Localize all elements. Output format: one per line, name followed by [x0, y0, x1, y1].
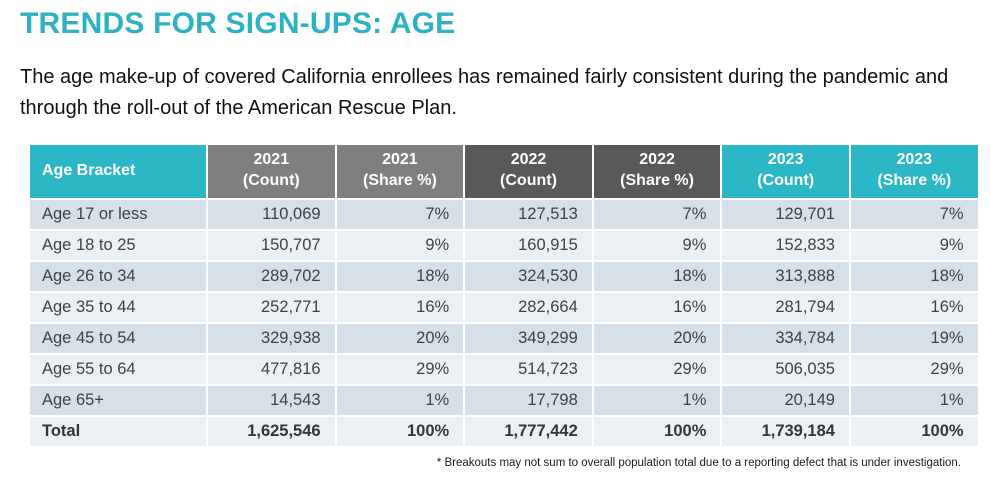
- value-cell: 100%: [334, 414, 466, 448]
- age-bracket-cell: Age 65+: [28, 383, 208, 417]
- value-cell: 1%: [848, 383, 980, 417]
- value-cell: 20%: [591, 321, 723, 355]
- value-cell: 514,723: [463, 352, 594, 386]
- column-header-2021-count: 2021 (Count): [206, 142, 337, 200]
- value-cell: 18%: [848, 259, 980, 293]
- table-row: Age 18 to 25 150,707 9% 160,915 9% 152,833 9%: [28, 228, 980, 262]
- value-cell: 289,702: [206, 259, 337, 293]
- value-cell: 281,794: [720, 290, 851, 324]
- value-cell: 9%: [334, 228, 466, 262]
- footnote: * Breakouts may not sum to overall popul…: [436, 456, 961, 469]
- table-row: Age 17 or less 110,069 7% 127,513 7% 129,701 7…: [28, 197, 980, 231]
- value-cell: 14,543: [206, 383, 337, 417]
- value-cell: 20%: [334, 321, 466, 355]
- value-cell: 9%: [848, 228, 980, 262]
- age-bracket-cell: Age 45 to 54: [28, 321, 208, 355]
- age-bracket-cell: Total: [28, 414, 208, 448]
- value-cell: 329,938: [206, 321, 337, 355]
- value-cell: 282,664: [463, 290, 594, 324]
- age-bracket-cell: Age 55 to 64: [28, 352, 208, 386]
- value-cell: 7%: [334, 197, 466, 231]
- table-row: Age 65+ 14,543 1% 17,798 1% 20,149 1%: [28, 383, 980, 417]
- value-cell: 110,069: [206, 197, 337, 231]
- value-cell: 7%: [848, 197, 980, 231]
- value-cell: 1%: [334, 383, 466, 417]
- table-row: Age 45 to 54 329,938 20% 349,299 20% 334,784 1…: [28, 321, 980, 355]
- age-bracket-cell: Age 35 to 44: [28, 290, 208, 324]
- value-cell: 334,784: [720, 321, 851, 355]
- table-row: Age 55 to 64 477,816 29% 514,723 29% 506,035 2…: [28, 352, 980, 386]
- column-header-2023-count: 2023 (Count): [720, 142, 851, 200]
- value-cell: 1%: [591, 383, 723, 417]
- value-cell: 16%: [334, 290, 466, 324]
- value-cell: 313,888: [720, 259, 851, 293]
- value-cell: 17,798: [463, 383, 594, 417]
- age-bracket-cell: Age 18 to 25: [28, 228, 208, 262]
- value-cell: 129,701: [720, 197, 851, 231]
- total-row: Total 1,625,546 100% 1,777,442 100% 1,739,184…: [28, 414, 980, 448]
- column-header-2021-share: 2021 (Share %): [334, 142, 466, 200]
- value-cell: 349,299: [463, 321, 594, 355]
- value-cell: 252,771: [206, 290, 337, 324]
- age-trends-table: Age Bracket 2021 (Count) 2021 (Share %) 2022(…: [28, 142, 980, 448]
- value-cell: 100%: [848, 414, 980, 448]
- value-cell: 477,816: [206, 352, 337, 386]
- value-cell: 18%: [591, 259, 723, 293]
- table-row: Age 35 to 44 252,771 16% 282,664 16% 281,794 1…: [28, 290, 980, 324]
- column-header-2022-count: 2022 (Count): [463, 142, 594, 200]
- value-cell: 506,035: [720, 352, 851, 386]
- table-row: Age 26 to 34 289,702 18% 324,530 18% 313,888 1…: [28, 259, 980, 293]
- value-cell: 1,777,442: [463, 414, 594, 448]
- value-cell: 19%: [848, 321, 980, 355]
- table-header-row: Age Bracket 2021 (Count) 2021 (Share %) 2022(…: [28, 142, 980, 200]
- page-title: TRENDS FOR SIGN-UPS: AGE: [20, 7, 456, 40]
- value-cell: 7%: [591, 197, 723, 231]
- value-cell: 20,149: [720, 383, 851, 417]
- column-header-2023-share: 2023 (Share %): [848, 142, 980, 200]
- value-cell: 324,530: [463, 259, 594, 293]
- value-cell: 29%: [334, 352, 466, 386]
- value-cell: 1,739,184: [720, 414, 851, 448]
- value-cell: 160,915: [463, 228, 594, 262]
- value-cell: 100%: [591, 414, 723, 448]
- value-cell: 29%: [591, 352, 723, 386]
- value-cell: 152,833: [720, 228, 851, 262]
- column-header-2022-share: 2022 (Share %): [591, 142, 723, 200]
- subtitle: The age make-up of covered California en…: [20, 65, 949, 119]
- age-bracket-cell: Age 17 or less: [28, 197, 208, 231]
- value-cell: 127,513: [463, 197, 594, 231]
- value-cell: 16%: [591, 290, 723, 324]
- column-header-age-bracket: Age Bracket: [28, 142, 208, 200]
- value-cell: 1,625,546: [206, 414, 337, 448]
- value-cell: 29%: [848, 352, 980, 386]
- age-bracket-cell: Age 26 to 34: [28, 259, 208, 293]
- value-cell: 16%: [848, 290, 980, 324]
- value-cell: 9%: [591, 228, 723, 262]
- value-cell: 150,707: [206, 228, 337, 262]
- value-cell: 18%: [334, 259, 466, 293]
- slide: TRENDS FOR SIGN-UPS: AGE The age make-up…: [20, 7, 980, 469]
